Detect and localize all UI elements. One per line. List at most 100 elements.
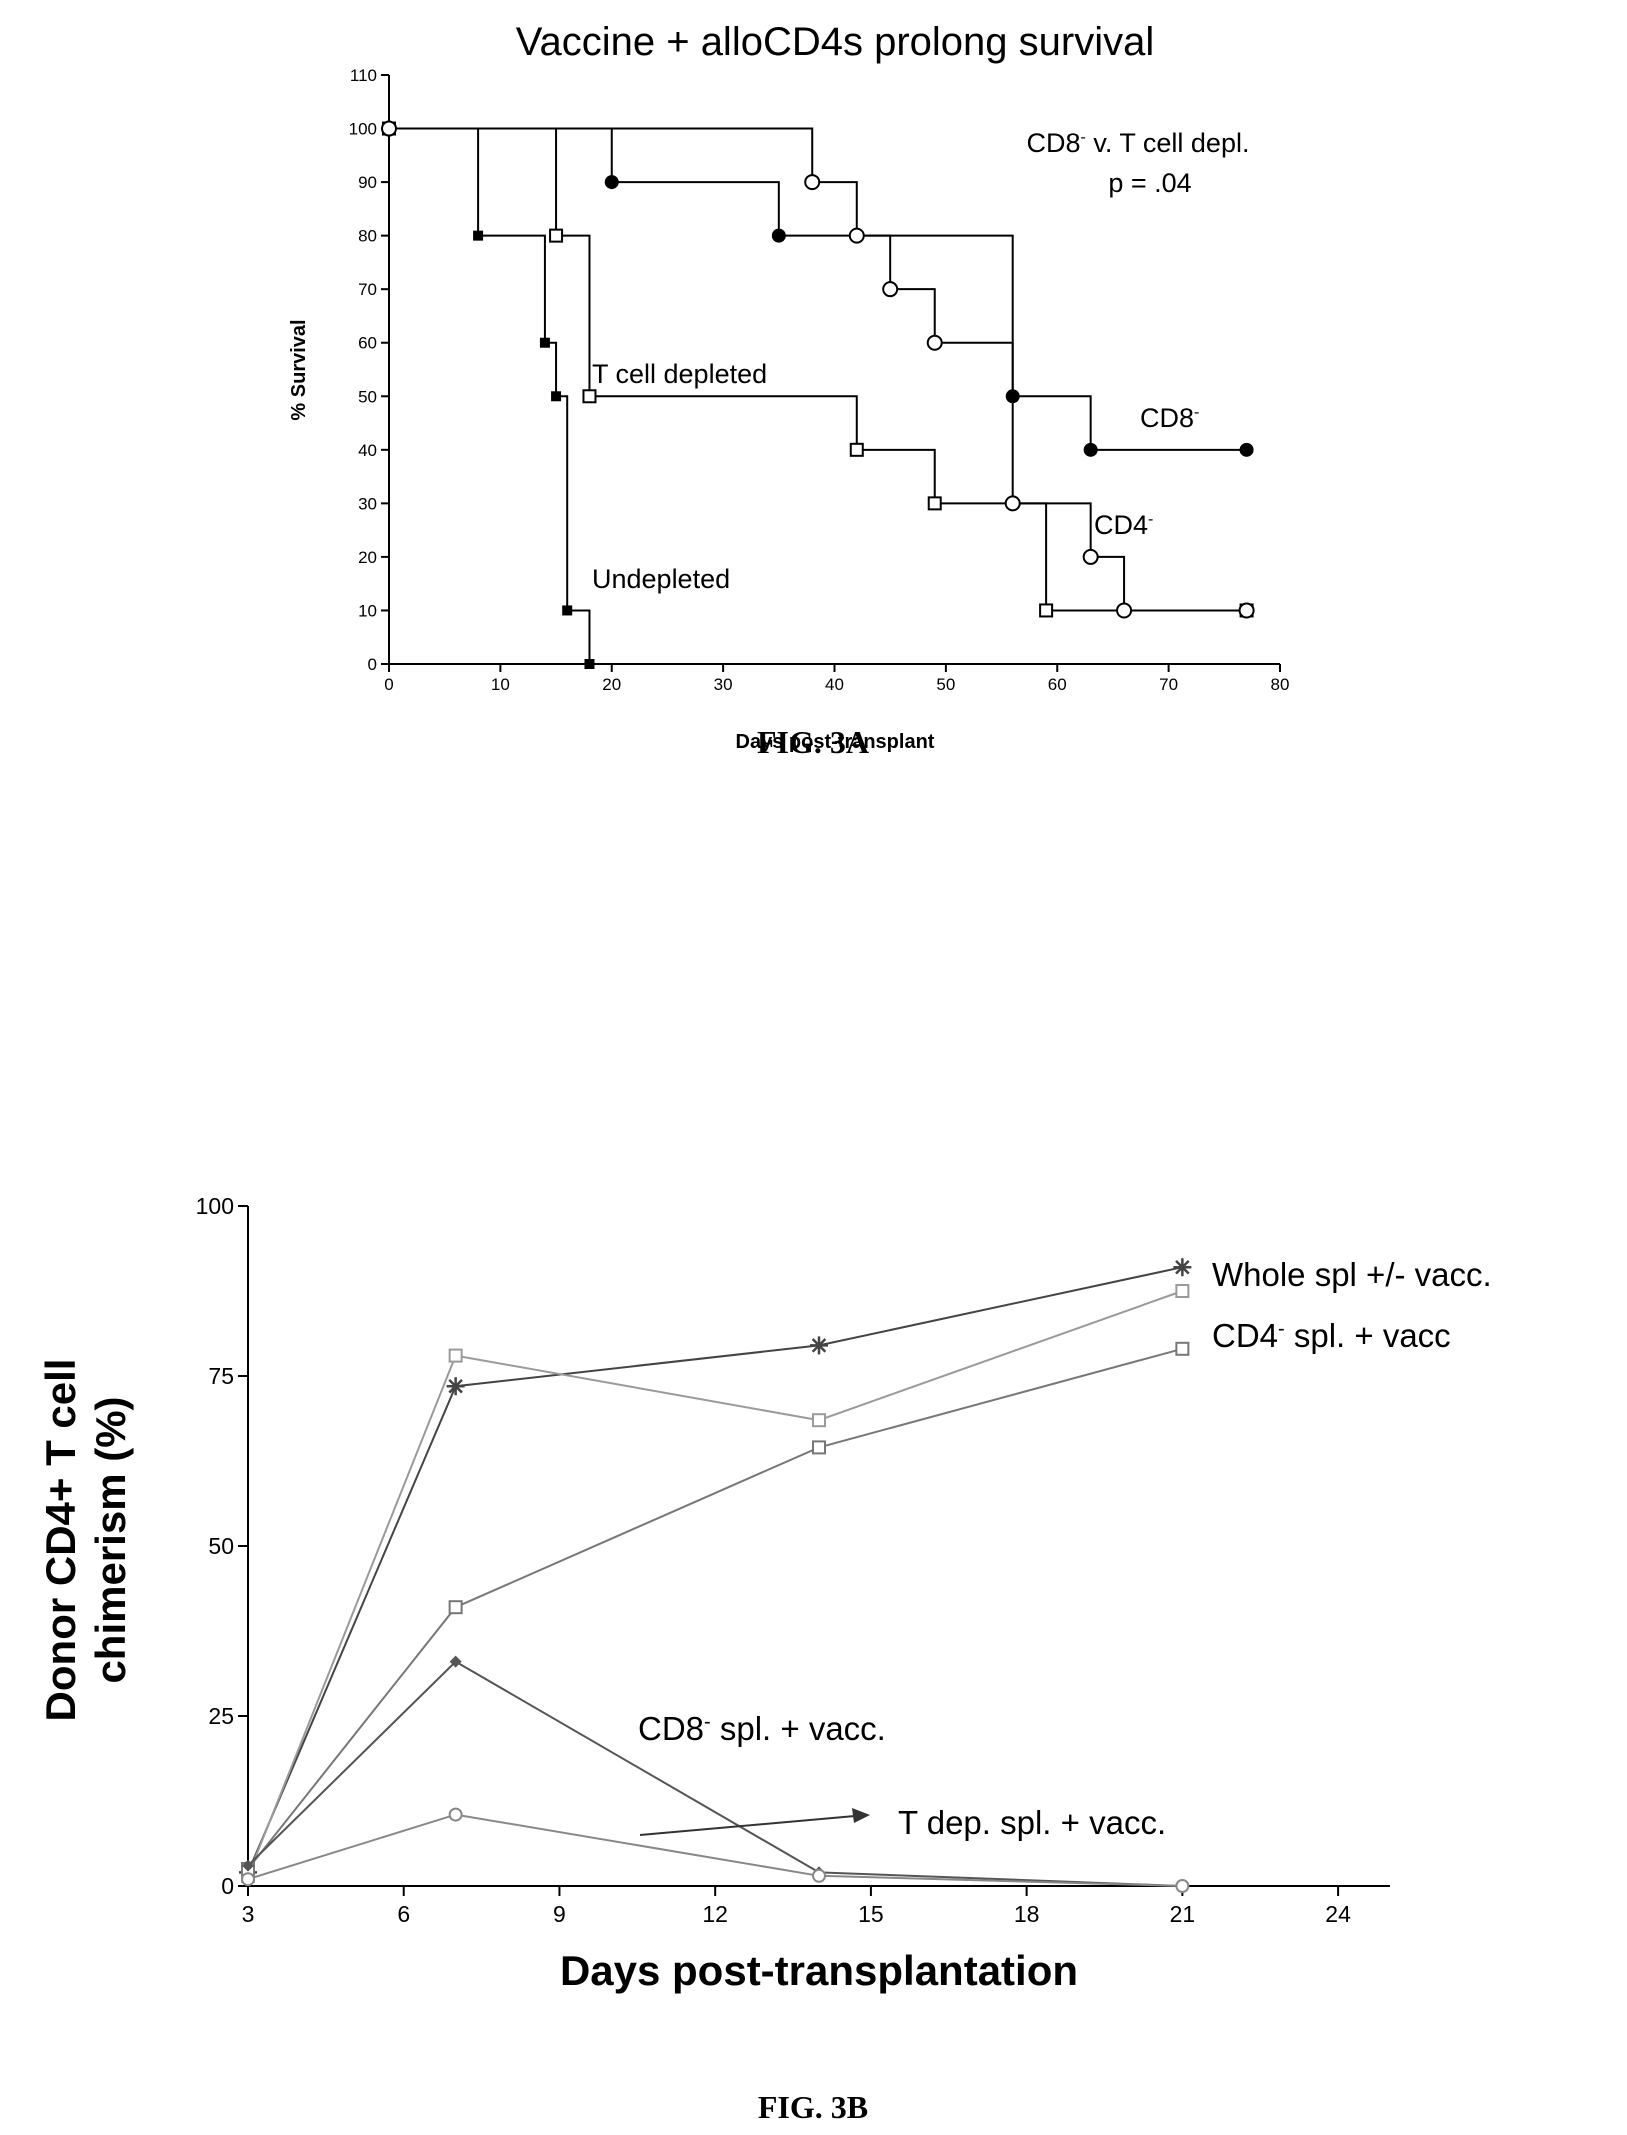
chim-t-dep-spl-vacc-point <box>1175 1879 1190 1893</box>
label-t-cell-depleted: T cell depleted <box>592 359 767 389</box>
chart-b-x-axis-title: Days post-transplantation <box>560 1947 1078 1994</box>
chim-whole-spl-vacc-point-stroke <box>1175 1259 1190 1275</box>
chart-b-x-tick-label: 15 <box>858 1901 884 1927</box>
chart-a-y-axis-title: % Survival <box>288 319 310 420</box>
chim-unlabeled-series-1-point <box>448 1348 463 1363</box>
caption-fig-3b: FIG. 3B <box>758 2089 868 2125</box>
km-cd4-neg-point <box>882 281 899 298</box>
chart-a-x-tick-label: 50 <box>936 675 955 694</box>
chim-unlabeled-series-1-point <box>812 1413 826 1428</box>
chart-b-labels: Whole spl +/- vacc. CD4- spl. + vacc CD8… <box>638 1256 1492 1841</box>
chim-cd8-neg-point <box>242 1859 254 1872</box>
label-whole-spl: Whole spl +/- vacc. <box>1212 1256 1492 1293</box>
chim-whole-spl-vacc-point <box>1173 1258 1192 1277</box>
chart-b-y-axis-title-line2: chimerism (%) <box>87 1396 134 1683</box>
t-dep-arrow-head <box>852 1808 870 1823</box>
chim-cd4-neg-point <box>1175 1341 1190 1356</box>
km-undepleted-point <box>584 659 595 669</box>
chart-b-x-tick-label: 12 <box>702 1901 728 1927</box>
chart-a-x-axis-title: Days post-transplant <box>736 731 935 753</box>
chart-b-y-tick-label: 75 <box>208 1363 234 1389</box>
chart-a-y-tick-label: 60 <box>358 334 377 353</box>
chim-cd4-neg-point <box>812 1440 826 1455</box>
km-cd8-neg-point <box>771 228 786 243</box>
chim-unlabeled-series-1-line <box>247 1290 1183 1877</box>
chart-a-y-tick-label: 80 <box>358 227 377 246</box>
chart-b-y-tick-label: 0 <box>221 1873 234 1899</box>
chim-whole-spl-vacc-point <box>446 1377 465 1396</box>
chart-a-y-tick-label: 40 <box>358 441 377 460</box>
chart-b-axes: 3 6 9 12 15 18 21 24 0 25 50 75 100 Days post-transpl… <box>37 1193 1390 1994</box>
chart-b-y-tick-label: 25 <box>208 1703 234 1729</box>
km-cd4-neg-point <box>926 334 943 351</box>
chart-a-y-tick-label: 10 <box>358 601 377 620</box>
chim-t-dep-spl-vacc-point <box>812 1868 826 1883</box>
chart-a-series <box>381 120 1255 669</box>
chim-whole-spl-vacc-point-stroke <box>448 1378 463 1394</box>
chart-a-annotation-pvalue: p = .04 <box>1108 168 1191 198</box>
chart-a-y-tick-label: 90 <box>358 173 377 192</box>
chart-a-y-tick-label: 50 <box>358 387 377 406</box>
km-t-cell-depleted-point <box>849 442 864 457</box>
chart-b-y-axis-title-line1: Donor CD4+ T cell <box>37 1359 84 1722</box>
chim-cd8-neg-point <box>449 1655 462 1668</box>
label-t-dep-spl: T dep. spl. + vacc. <box>898 1804 1166 1841</box>
label-cd8-spl: CD8- spl. + vacc. <box>638 1710 886 1747</box>
km-cd8-neg-point <box>1239 442 1254 457</box>
chim-t-dep-spl-vacc-point <box>448 1807 463 1822</box>
caption-fig-3a: FIG. 3A <box>757 724 869 760</box>
km-undepleted-point <box>539 337 550 348</box>
chart-b-y-tick-label: 50 <box>208 1533 234 1559</box>
km-undepleted-point <box>562 605 573 616</box>
km-undepleted-point <box>551 391 562 402</box>
km-undepleted-line <box>389 127 591 664</box>
chart-a-title: Vaccine + alloCD4s prolong survival <box>516 20 1154 64</box>
label-cd4-neg: CD4- <box>1094 510 1153 540</box>
chart-a-x-tick-label: 80 <box>1271 675 1290 694</box>
km-t-cell-depleted-point <box>927 496 942 511</box>
chim-cd8-neg-line <box>247 1660 1183 1887</box>
km-t-cell-depleted-point <box>1039 603 1054 618</box>
chim-whole-spl-vacc-line <box>247 1266 1183 1873</box>
chart-a-x-tick-label: 40 <box>825 675 844 694</box>
label-cd8-neg: CD8- <box>1140 403 1199 433</box>
t-dep-arrow-line <box>639 1815 856 1836</box>
chart-a-y-tick-label: 100 <box>349 120 377 139</box>
chart-b-x-tick-label: 18 <box>1014 1901 1040 1927</box>
chart-b-series <box>239 1258 1192 1893</box>
chart-b-x-tick-label: 6 <box>397 1901 410 1927</box>
chart-a-x-tick-label: 10 <box>491 675 510 694</box>
km-cd8-neg-point <box>604 175 619 190</box>
chart-a-y-tick-label: 20 <box>358 548 377 567</box>
chart-a-x-tick-label: 0 <box>384 675 393 694</box>
km-cd4-neg-point <box>804 174 821 191</box>
chimerism-chart: 3 6 9 12 15 18 21 24 0 25 50 75 100 Days post-transpl… <box>37 1193 1492 2125</box>
km-cd4-neg-point <box>1004 495 1021 512</box>
km-t-cell-depleted-point <box>549 228 564 243</box>
chart-b-x-tick-label: 3 <box>242 1901 255 1927</box>
km-cd4-neg-point <box>1238 602 1255 619</box>
km-cd4-neg-point <box>1082 548 1099 565</box>
label-undepleted: Undepleted <box>592 564 730 594</box>
km-t-cell-depleted-line <box>389 127 1247 612</box>
km-cd4-neg-point <box>381 120 397 137</box>
chart-a-x-tick-label: 70 <box>1159 675 1178 694</box>
chart-b-x-tick-label: 9 <box>553 1901 566 1927</box>
km-cd4-neg-point <box>848 227 865 244</box>
chart-a-y-tick-label: 30 <box>358 494 377 513</box>
chart-a-x-tick-label: 20 <box>602 675 621 694</box>
km-t-cell-depleted-point <box>582 389 597 404</box>
km-cd4-neg-line <box>389 127 1247 612</box>
chim-whole-spl-vacc-point-stroke <box>811 1338 827 1353</box>
chart-a-axes: 0 10 20 30 40 50 60 70 80 0 10 20 30 40 50 60 70 80 90 100 1… <box>288 66 1289 753</box>
chart-a-y-tick-label: 0 <box>368 655 377 674</box>
chart-a-x-tick-label: 30 <box>714 675 733 694</box>
km-cd8-neg-point <box>1083 442 1098 457</box>
label-cd4-spl: CD4- spl. + vacc <box>1212 1317 1451 1354</box>
chart-b-y-tick-label: 100 <box>196 1193 234 1219</box>
chart-b-x-tick-label: 24 <box>1325 1901 1351 1927</box>
chart-a-y-tick-label: 110 <box>350 66 377 85</box>
km-cd8-neg-line <box>389 127 1247 451</box>
chim-cd4-neg-point <box>448 1600 463 1615</box>
survival-chart: Vaccine + alloCD4s prolong survival 0 10 2… <box>288 20 1289 760</box>
